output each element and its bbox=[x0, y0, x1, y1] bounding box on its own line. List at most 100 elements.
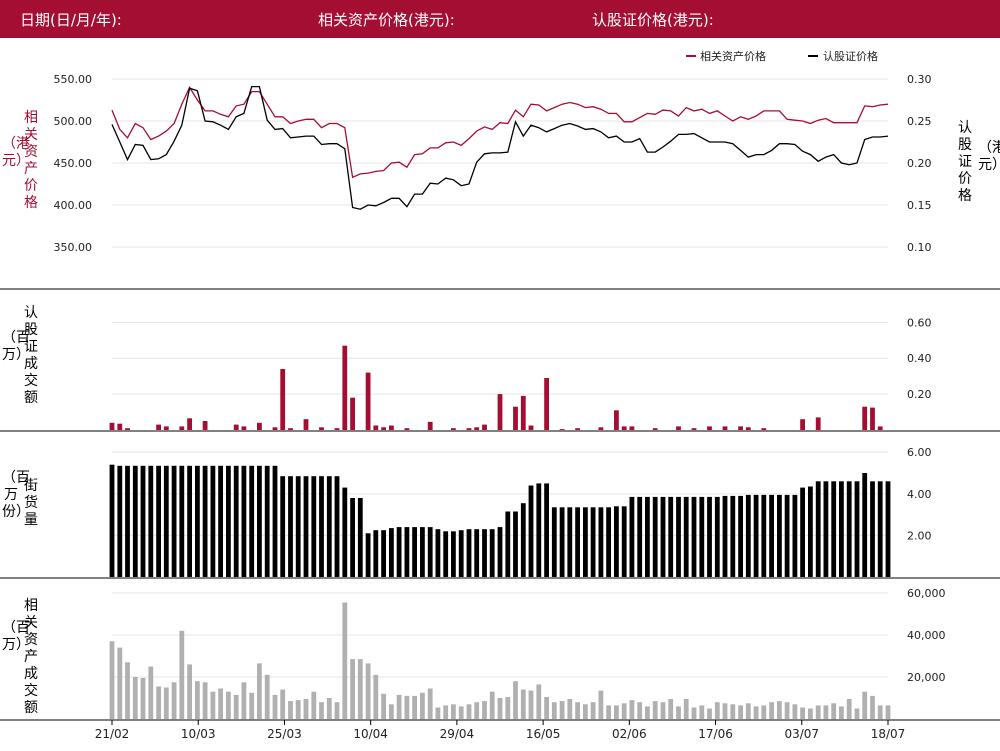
warrant-volume-bar bbox=[520, 395, 526, 430]
asset-turnover-bar bbox=[148, 666, 154, 719]
outstanding-bar bbox=[474, 529, 480, 577]
asset-turnover-bar bbox=[629, 700, 635, 719]
asset-turnover-bar bbox=[241, 682, 247, 720]
asset-turnover-bar bbox=[357, 659, 363, 719]
outstanding-bar bbox=[257, 465, 262, 577]
asset-turnover-bar bbox=[458, 706, 464, 719]
warrant-volume-bar bbox=[676, 426, 681, 430]
outstanding-bar bbox=[334, 476, 340, 577]
outstanding-bar bbox=[210, 465, 216, 577]
asset-turnover-bar bbox=[350, 659, 355, 719]
warrant-volume-bar bbox=[272, 427, 278, 430]
outstanding-bar bbox=[482, 529, 487, 577]
outstanding-bar bbox=[396, 527, 402, 577]
warrant-volume-bar bbox=[745, 427, 751, 430]
asset-turnover-bar bbox=[738, 705, 743, 719]
outstanding-bar bbox=[769, 494, 774, 577]
x-tick-label: 10/03 bbox=[181, 727, 216, 741]
asset-turnover-bar bbox=[707, 708, 712, 719]
asset-turnover-bar bbox=[311, 691, 317, 719]
asset-turnover-tick-label: 20,000 bbox=[907, 671, 946, 684]
warrant-volume-bar bbox=[280, 369, 286, 430]
asset-turnover-bar bbox=[823, 705, 829, 719]
outstanding-bar bbox=[520, 503, 526, 577]
outstanding-bar bbox=[551, 507, 557, 577]
x-tick-label: 18/07 bbox=[871, 727, 906, 741]
legend-label: 认股证价格 bbox=[823, 49, 878, 63]
outstanding-bar bbox=[241, 465, 247, 577]
outstanding-bar bbox=[699, 496, 705, 577]
warrant-volume-bar bbox=[575, 428, 580, 430]
asset-turnover-bar bbox=[753, 706, 759, 719]
outstanding-tick-label: 2.00 bbox=[907, 529, 932, 542]
y-left-tick-label: 450.00 bbox=[54, 157, 93, 170]
asset-turnover-bar bbox=[536, 684, 542, 719]
y-left-tick-label: 400.00 bbox=[54, 199, 93, 212]
warrant-volume-bar bbox=[187, 418, 192, 430]
outstanding-bar bbox=[513, 511, 518, 577]
warrant-volume-bar bbox=[319, 427, 324, 430]
x-tick-label: 29/04 bbox=[440, 727, 475, 741]
warrant-volume-bar bbox=[652, 428, 658, 430]
outstanding-bar bbox=[249, 465, 255, 577]
warrant-volume-bar bbox=[373, 425, 379, 430]
outstanding-bar bbox=[326, 476, 332, 577]
outstanding-bar bbox=[575, 507, 580, 577]
header-bar: 日期(日/月/年): 相关资产价格(港元): 认股证价格(港元): bbox=[0, 0, 1000, 38]
outstanding-bar bbox=[117, 465, 123, 577]
asset-turnover-bar bbox=[792, 704, 798, 719]
series-line-asset-price bbox=[111, 86, 889, 179]
asset-turnover-bar bbox=[140, 678, 146, 719]
warrant-volume-bar bbox=[350, 397, 355, 430]
asset-turnover-bar bbox=[699, 705, 705, 719]
asset-turnover-bar bbox=[342, 602, 348, 719]
outstanding-bar bbox=[357, 498, 363, 577]
asset-turnover-bar bbox=[645, 706, 650, 719]
asset-turnover-bar bbox=[117, 647, 123, 719]
warrant-volume-bar bbox=[163, 426, 169, 430]
warrant-volume-bar bbox=[559, 429, 565, 430]
outstanding-bar bbox=[125, 465, 130, 577]
outstanding-bar bbox=[171, 465, 177, 577]
asset-turnover-bar bbox=[171, 682, 177, 720]
warrant-volume-bar bbox=[125, 428, 130, 430]
asset-turnover-bar bbox=[567, 699, 573, 719]
outstanding-bar bbox=[885, 481, 891, 577]
outstanding-bar bbox=[730, 495, 736, 577]
outstanding-bar bbox=[792, 494, 798, 577]
outstanding-bar bbox=[288, 476, 293, 577]
asset-turnover-bar bbox=[482, 701, 487, 719]
outstanding-bar bbox=[404, 527, 410, 577]
warrant-volume-bar bbox=[233, 424, 239, 430]
asset-turnover-bar bbox=[163, 687, 169, 719]
outstanding-bar bbox=[606, 507, 611, 577]
outstanding-bar bbox=[350, 498, 355, 577]
outstanding-bar bbox=[132, 465, 138, 577]
x-tick-label: 17/06 bbox=[698, 727, 733, 741]
asset-turnover-bar bbox=[854, 708, 860, 719]
warrant-volume-bar bbox=[598, 427, 604, 430]
outstanding-bar bbox=[365, 533, 371, 577]
asset-turnover-bar bbox=[109, 641, 115, 719]
asset-turnover-bar bbox=[668, 699, 674, 719]
outstanding-bar bbox=[148, 465, 154, 577]
outstanding-bar bbox=[831, 481, 837, 577]
outstanding-bar bbox=[637, 496, 643, 577]
warrant-volume-bar bbox=[365, 372, 371, 430]
outstanding-bar bbox=[583, 507, 588, 577]
outstanding-bar bbox=[621, 506, 627, 577]
outstanding-bar bbox=[877, 481, 883, 577]
outstanding-bar bbox=[691, 496, 697, 577]
asset-turnover-bar bbox=[233, 694, 239, 719]
asset-turnover-bar bbox=[288, 701, 293, 719]
outstanding-bar bbox=[466, 529, 472, 577]
panel-lines bbox=[0, 288, 1000, 725]
asset-turnover-bar bbox=[226, 691, 231, 719]
asset-turnover-bar bbox=[443, 705, 449, 719]
warrant-volume-bar bbox=[241, 426, 247, 430]
asset-turnover-bar bbox=[846, 699, 852, 719]
outstanding-bar bbox=[559, 507, 565, 577]
warrant-volume-bar bbox=[109, 422, 115, 430]
asset-turnover-bar bbox=[497, 698, 503, 719]
outstanding-bar bbox=[777, 494, 782, 577]
